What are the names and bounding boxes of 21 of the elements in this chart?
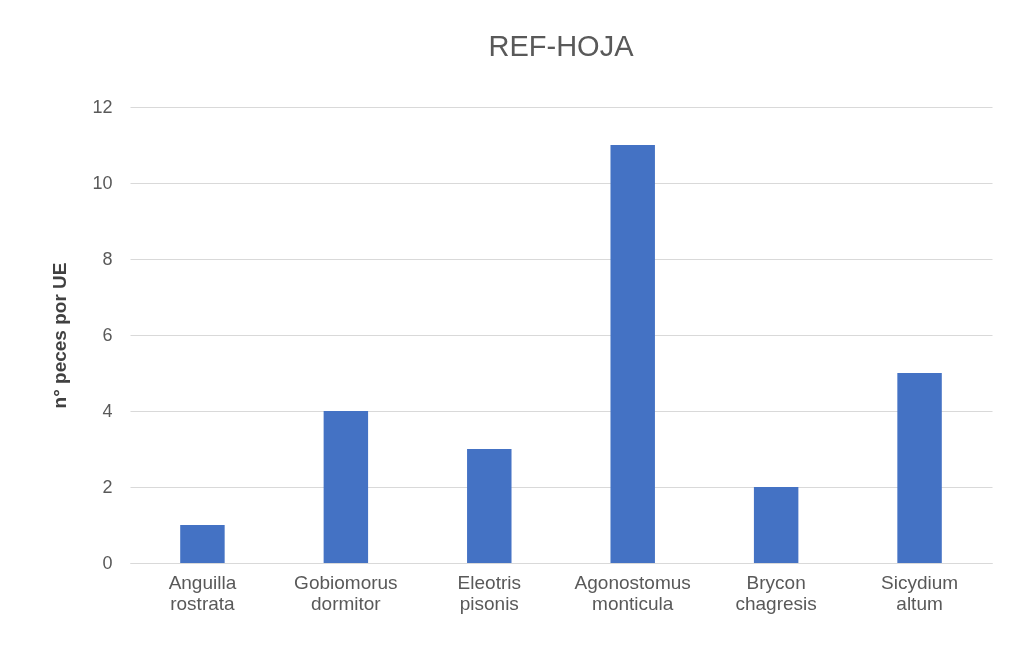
y-tick-label: 10: [92, 172, 113, 193]
bar: [467, 449, 512, 563]
bar: [323, 411, 369, 563]
y-tick-label: 8: [102, 248, 113, 269]
chart-title: REF-HOJA: [488, 30, 635, 62]
bar: [180, 525, 225, 563]
y-tick-label: 0: [102, 552, 113, 573]
y-tick-label: 4: [102, 400, 113, 421]
y-tick-label: 6: [102, 324, 113, 345]
bar: [753, 487, 799, 563]
bar: [610, 145, 655, 563]
y-tick-label: 2: [102, 476, 113, 497]
x-tick-label: Brycon chagresis: [735, 571, 817, 614]
x-tick-label: Gobiomorus dormitor: [294, 571, 398, 614]
x-tick-label: Anguilla rostrata: [168, 571, 237, 614]
x-tick-label: Eleotris pisonis: [457, 571, 521, 614]
x-tick-label: Sicydium altum: [881, 571, 959, 614]
y-tick-label: 12: [92, 96, 113, 117]
x-tick-label: Agonostomus monticula: [574, 571, 691, 614]
bar: [897, 373, 942, 563]
y-axis-title: n° peces por UE: [49, 262, 71, 409]
